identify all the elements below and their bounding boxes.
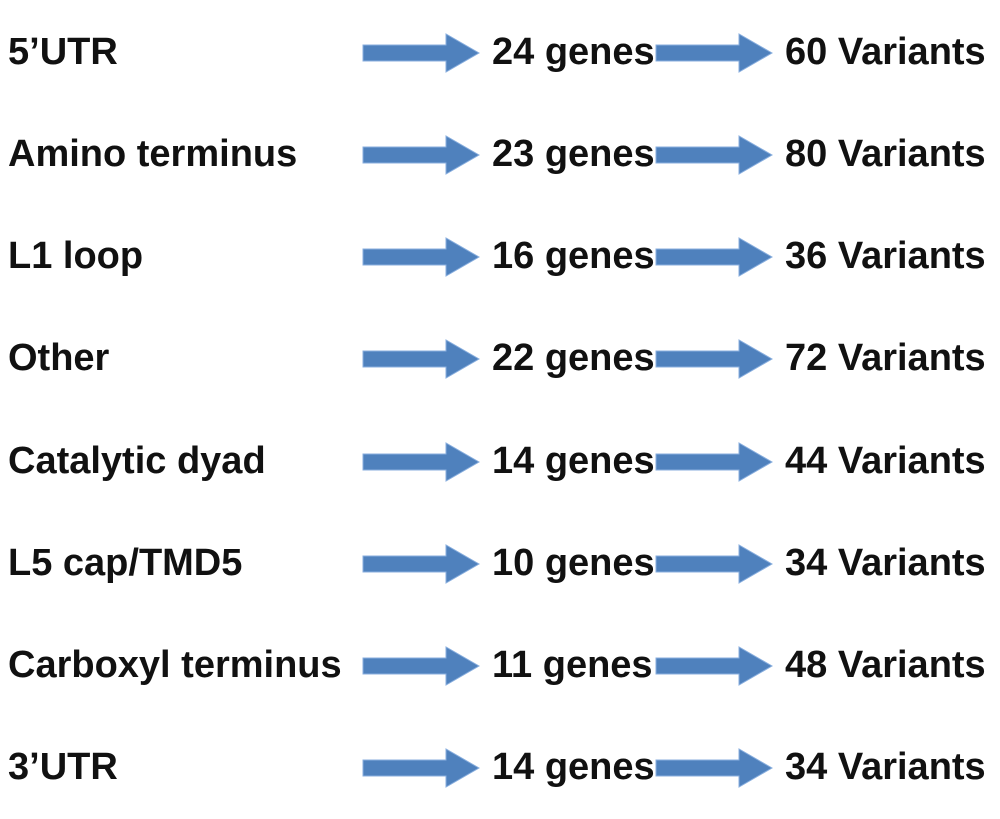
genes-count-label: 22 genes — [492, 337, 655, 380]
arrow-cell-first — [362, 337, 480, 381]
genes-count-label: 23 genes — [492, 133, 655, 176]
right-arrow-icon — [655, 645, 773, 686]
right-arrow-icon — [655, 543, 773, 584]
genes-count-label: 16 genes — [492, 235, 655, 278]
arrow-cell-second — [655, 440, 773, 484]
variants-count-label: 60 Variants — [785, 31, 986, 74]
region-label: Catalytic dyad — [8, 439, 266, 482]
right-arrow-icon — [362, 543, 480, 584]
variants-count-label: 72 Variants — [785, 337, 986, 380]
arrow-cell-second — [655, 644, 773, 688]
region-label: Other — [8, 337, 110, 380]
region-label: 3’UTR — [8, 745, 118, 788]
flow-row: Carboxyl terminus 11 genes 48 Variants — [0, 615, 1000, 717]
arrow-cell-first — [362, 31, 480, 75]
right-arrow-icon — [362, 748, 480, 788]
arrow-cell-first — [362, 440, 480, 484]
region-label: L1 loop — [8, 235, 144, 278]
variants-count-label: 44 Variants — [785, 439, 986, 482]
arrow-cell-second — [655, 133, 773, 177]
right-arrow-icon — [362, 441, 480, 482]
arrow-cell-second — [655, 746, 773, 790]
region-label: 5’UTR — [8, 31, 118, 74]
right-arrow-icon — [655, 33, 773, 73]
right-arrow-icon — [362, 645, 480, 686]
flow-row: 5’UTR 24 genes 60 Variants — [0, 2, 1000, 104]
variants-count-label: 80 Variants — [785, 133, 986, 176]
variants-count-label: 34 Variants — [785, 745, 986, 788]
arrow-cell-second — [655, 542, 773, 586]
region-label: L5 cap/TMD5 — [8, 541, 243, 584]
flow-row: Amino terminus 23 genes 80 Variants — [0, 104, 1000, 206]
variants-count-label: 48 Variants — [785, 643, 986, 686]
right-arrow-icon — [655, 748, 773, 788]
right-arrow-icon — [655, 237, 773, 278]
arrow-cell-first — [362, 133, 480, 177]
arrow-cell-first — [362, 644, 480, 688]
right-arrow-icon — [362, 237, 480, 278]
genes-count-label: 24 genes — [492, 31, 655, 74]
right-arrow-icon — [655, 441, 773, 482]
flow-row: 3’UTR 14 genes 34 Variants — [0, 717, 1000, 819]
right-arrow-icon — [362, 339, 480, 380]
genes-count-label: 14 genes — [492, 439, 655, 482]
arrow-cell-first — [362, 542, 480, 586]
right-arrow-icon — [655, 339, 773, 380]
right-arrow-icon — [362, 135, 480, 176]
region-label: Carboxyl terminus — [8, 643, 342, 686]
flow-row: L5 cap/TMD5 10 genes 34 Variants — [0, 513, 1000, 615]
genes-count-label: 11 genes — [492, 643, 653, 686]
genes-count-label: 10 genes — [492, 541, 655, 584]
arrow-cell-first — [362, 235, 480, 279]
flow-row: Catalytic dyad 14 genes 44 Variants — [0, 411, 1000, 513]
arrow-cell-second — [655, 31, 773, 75]
genes-count-label: 14 genes — [492, 745, 655, 788]
right-arrow-icon — [362, 33, 480, 73]
region-label: Amino terminus — [8, 133, 298, 176]
arrow-cell-second — [655, 235, 773, 279]
flow-row: L1 loop 16 genes 36 Variants — [0, 206, 1000, 308]
arrow-cell-second — [655, 337, 773, 381]
variants-count-label: 36 Variants — [785, 235, 986, 278]
arrow-cell-first — [362, 746, 480, 790]
variants-count-label: 34 Variants — [785, 541, 986, 584]
right-arrow-icon — [655, 135, 773, 176]
flow-row: Other 22 genes 72 Variants — [0, 308, 1000, 410]
